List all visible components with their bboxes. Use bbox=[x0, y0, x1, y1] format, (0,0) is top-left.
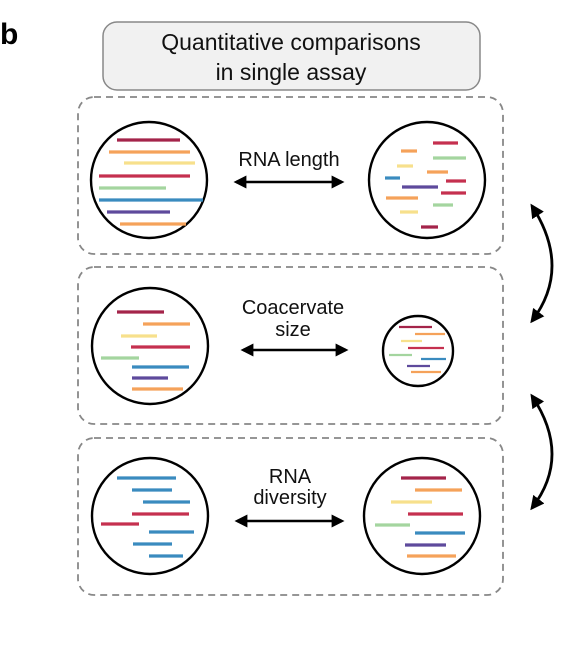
panel-label-line-1: RNA bbox=[269, 466, 312, 488]
coacervate-droplet-left bbox=[89, 120, 209, 240]
coacervate-droplet-left bbox=[90, 456, 210, 576]
panel-border bbox=[77, 266, 504, 425]
panel-rna-diversity: RNA diversity bbox=[77, 437, 504, 596]
panel-label-line-1: RNA length bbox=[238, 149, 339, 171]
title-box: Quantitative comparisons in single assay bbox=[102, 21, 481, 91]
curved-double-arrow-lower bbox=[530, 393, 554, 511]
panel-rna-length: RNA length bbox=[77, 96, 504, 255]
panel-border bbox=[77, 96, 504, 255]
title-line-1: Quantitative comparisons bbox=[161, 29, 421, 55]
panel-letter: b bbox=[0, 18, 18, 51]
coacervate-droplet-right bbox=[367, 120, 487, 240]
panel-label-line-2: size bbox=[275, 319, 311, 341]
coacervate-droplet-left bbox=[90, 286, 210, 406]
panel-label-line-1: Coacervate bbox=[242, 297, 344, 319]
coacervate-droplet-right bbox=[362, 456, 482, 576]
panel-label-line-2: diversity bbox=[253, 487, 326, 509]
title-line-2: in single assay bbox=[216, 59, 367, 85]
panel-coacervate-size: Coacervate size bbox=[77, 266, 504, 425]
curved-double-arrow-upper bbox=[530, 203, 554, 324]
coacervate-droplet-right bbox=[381, 314, 455, 388]
panel-border bbox=[77, 437, 504, 596]
